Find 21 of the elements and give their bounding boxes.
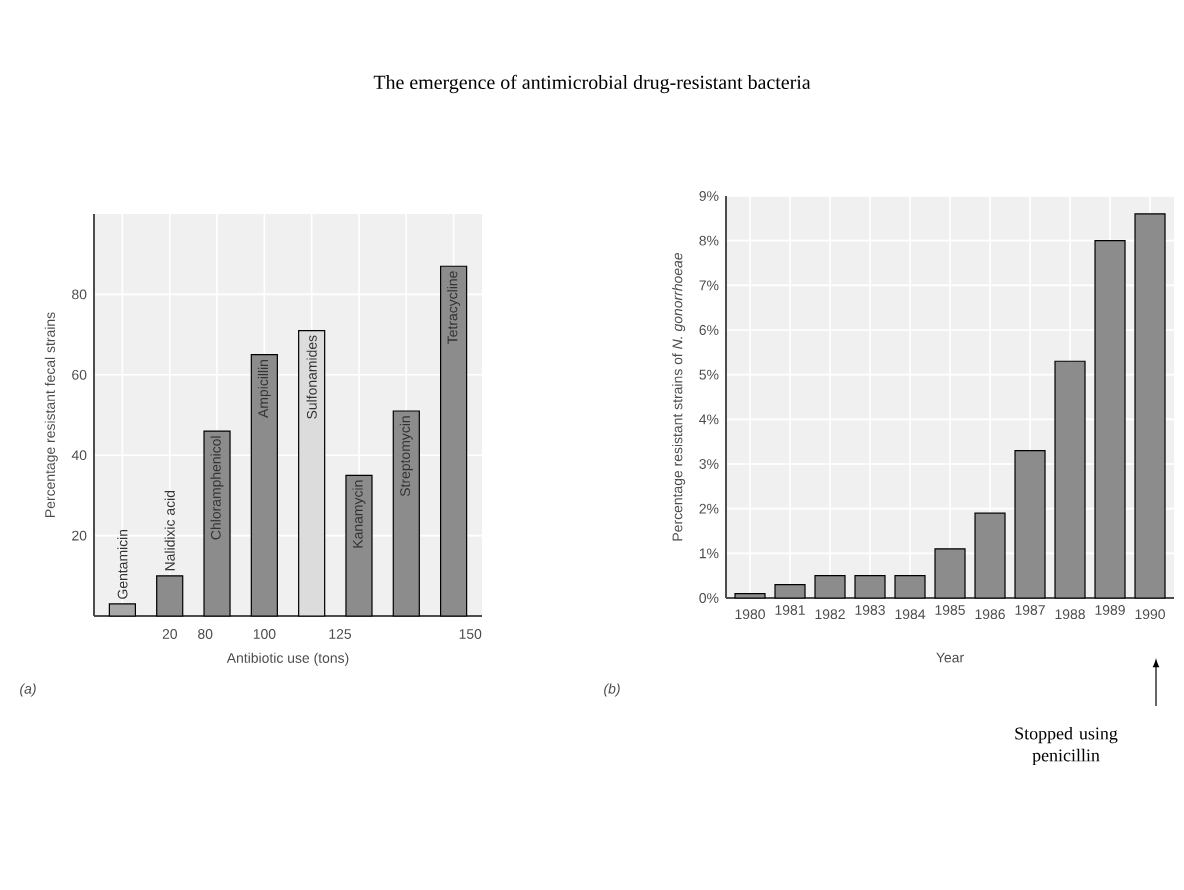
bar bbox=[1094, 240, 1126, 599]
bar bbox=[298, 329, 326, 617]
bar bbox=[156, 575, 184, 617]
text: Stopped using penicillin bbox=[1015, 726, 1118, 766]
bar bbox=[440, 265, 468, 617]
bar bbox=[774, 584, 806, 599]
bar bbox=[934, 548, 966, 599]
bar bbox=[814, 575, 846, 599]
bar bbox=[108, 603, 137, 617]
bar bbox=[854, 575, 886, 599]
bar bbox=[250, 354, 278, 617]
bar bbox=[1014, 450, 1046, 599]
bar bbox=[894, 575, 926, 599]
bar bbox=[1054, 360, 1086, 599]
bar bbox=[345, 474, 373, 617]
bar bbox=[974, 512, 1006, 599]
bar bbox=[1134, 213, 1166, 599]
bar bbox=[734, 592, 766, 599]
bar bbox=[392, 410, 420, 617]
text: The emergence of antimicrobial drug-resistant bacteria bbox=[373, 74, 811, 94]
bar bbox=[203, 430, 231, 617]
